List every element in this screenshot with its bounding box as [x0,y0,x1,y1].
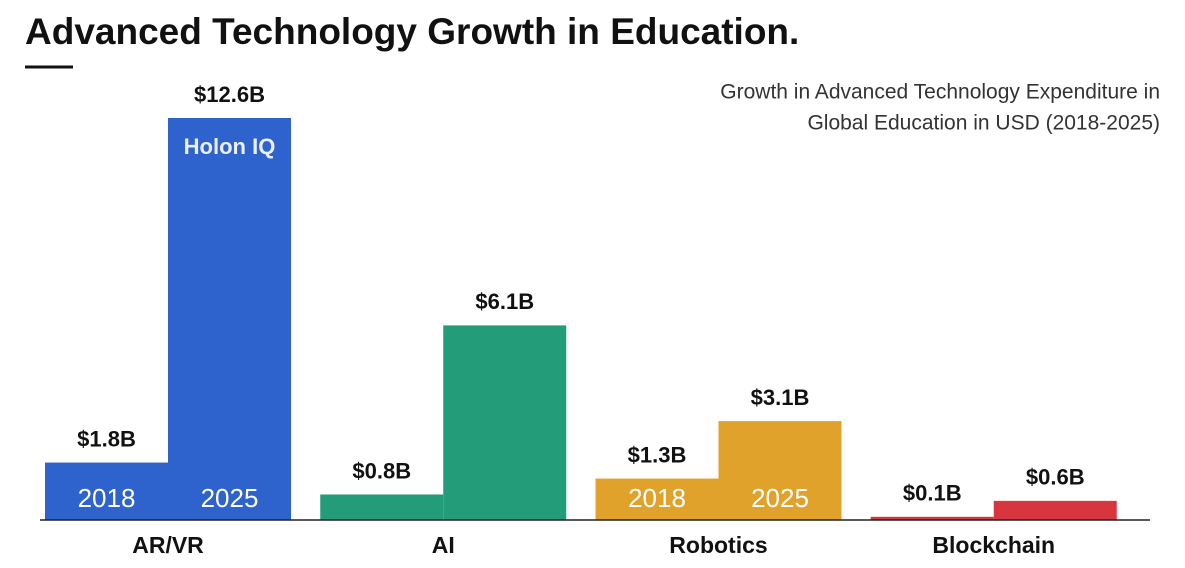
bar [870,516,994,520]
bar [595,478,719,520]
x-tick-label: AI [432,532,455,558]
x-tick-label: AR/VR [132,532,204,558]
value-label: $0.6B [1026,465,1085,490]
series-label: 2018 [628,483,686,513]
subtitle: Global Education in USD (2018-2025) [807,112,1160,135]
series-label: 2018 [78,483,136,513]
value-label: $6.1B [475,289,534,314]
bar [45,462,168,520]
series-label: 2025 [201,483,259,513]
bar [993,500,1117,520]
x-tick-label: Blockchain [932,532,1055,558]
bar [320,494,444,520]
bar [443,325,567,520]
watermark: Holon IQ [184,134,276,159]
value-label: $0.1B [903,481,962,506]
subtitle: Growth in Advanced Technology Expenditur… [720,81,1160,104]
series-label: 2025 [751,483,809,513]
bar [168,118,291,520]
value-label: $1.8B [77,426,136,451]
bar [718,421,842,520]
value-label: $0.8B [352,458,411,483]
value-label: $1.3B [628,442,687,467]
x-tick-label: Robotics [669,532,767,558]
value-label: $12.6B [194,82,265,107]
value-label: $3.1B [751,385,810,410]
chart-title: Advanced Technology Growth in Education. [25,11,799,52]
